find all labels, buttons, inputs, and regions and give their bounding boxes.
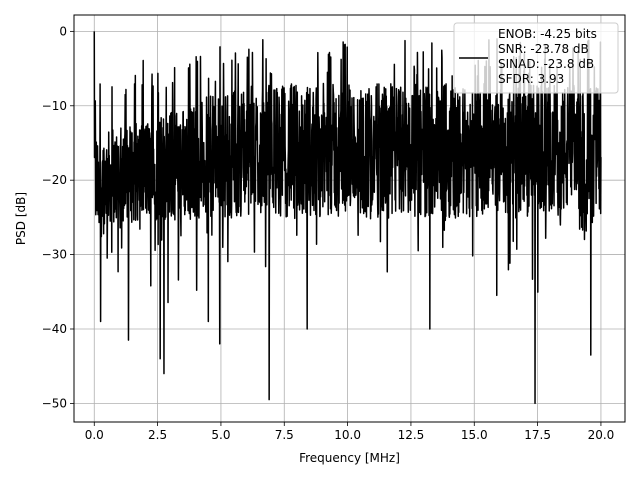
- legend: ENOB: -4.25 bits SNR: -23.78 dB SINAD: -…: [453, 22, 619, 94]
- y-tick-label: −30: [42, 248, 67, 262]
- y-axis: 0 −10 −20 −30 −40 −50: [42, 24, 74, 410]
- legend-box: [453, 22, 619, 94]
- x-tick-label: 2.5: [148, 428, 167, 442]
- y-tick-label: 0: [59, 24, 67, 38]
- x-axis-label: Frequency [MHz]: [299, 451, 400, 465]
- x-tick-label: 17.5: [524, 428, 551, 442]
- x-tick-label: 7.5: [275, 428, 294, 442]
- plot-area: [93, 31, 602, 405]
- x-axis: 0.0 2.5 5.0 7.5 10.0 12.5 15.0 17.5 20.0: [85, 422, 615, 442]
- legend-text-enob: ENOB: -4.25 bits: [498, 27, 597, 41]
- y-axis-label: PSD [dB]: [14, 192, 28, 245]
- y-tick-label: −20: [42, 173, 67, 187]
- y-tick-label: −10: [42, 99, 67, 113]
- x-tick-label: 0.0: [85, 428, 104, 442]
- x-tick-label: 15.0: [461, 428, 488, 442]
- x-tick-label: 12.5: [398, 428, 425, 442]
- x-tick-label: 20.0: [588, 428, 615, 442]
- x-tick-label: 5.0: [211, 428, 230, 442]
- legend-text-sinad: SINAD: -23.8 dB: [498, 57, 594, 71]
- y-tick-label: −50: [42, 396, 67, 410]
- legend-text-snr: SNR: -23.78 dB: [498, 42, 589, 56]
- psd-series-line: [93, 31, 602, 405]
- x-tick-label: 10.0: [334, 428, 361, 442]
- legend-text-sfdr: SFDR: 3.93: [498, 72, 564, 86]
- axes-frame: [73, 14, 626, 423]
- y-tick-label: −40: [42, 322, 67, 336]
